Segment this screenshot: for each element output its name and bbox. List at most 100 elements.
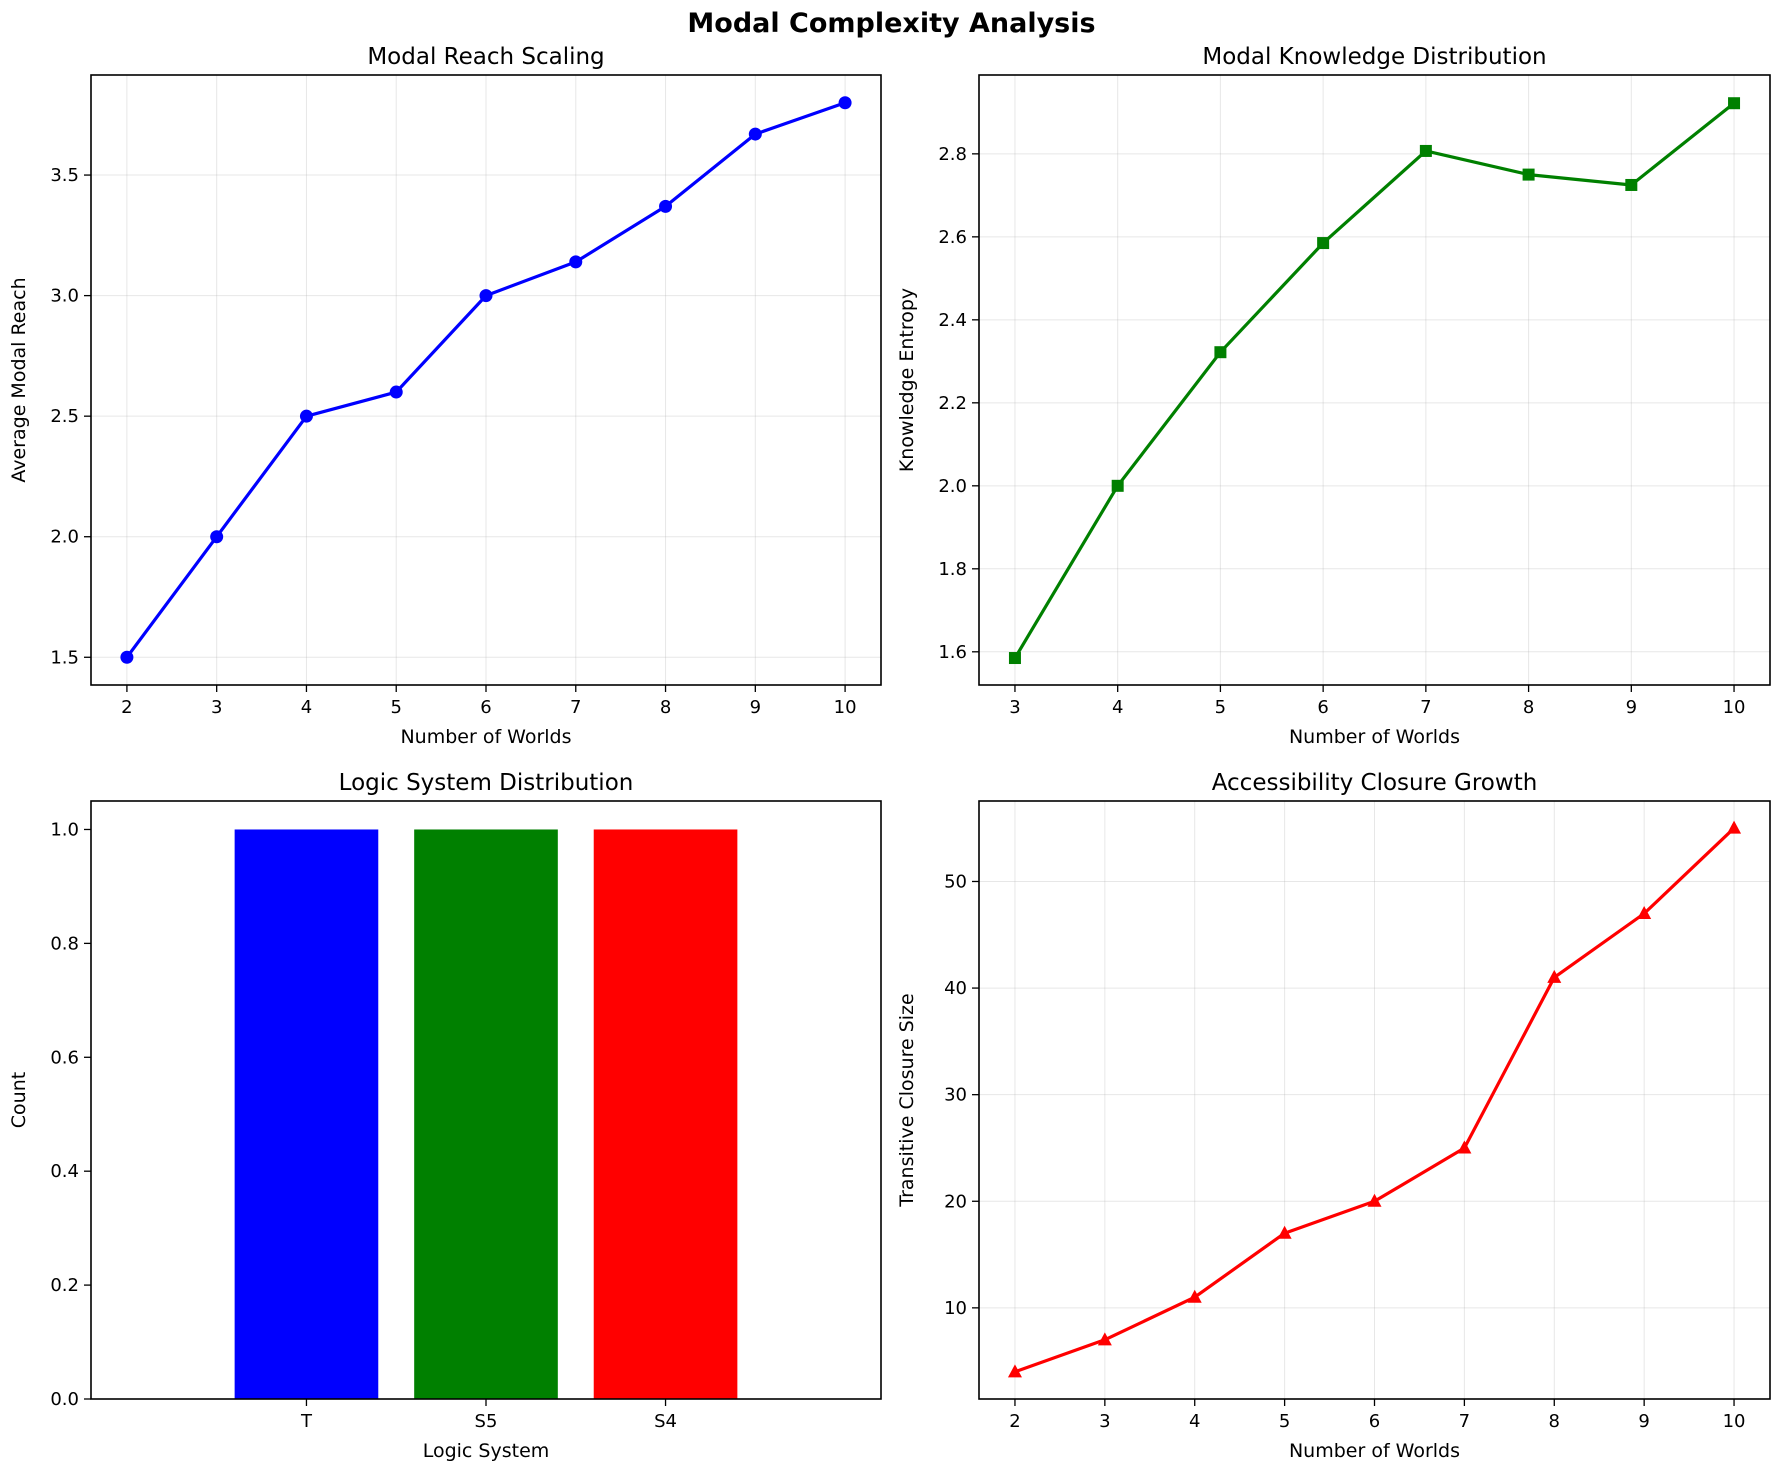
bar-S4 (593, 829, 738, 1399)
x-tick-label: 2 (121, 697, 132, 718)
x-tick-label: 9 (1626, 697, 1637, 718)
x-tick-label: 8 (1523, 697, 1534, 718)
x-tick-label: 4 (1112, 697, 1123, 718)
y-tick-label: 0.0 (50, 1389, 79, 1410)
y-tick-label: 2.5 (50, 406, 79, 427)
x-axis-label: Logic System (423, 1440, 550, 1462)
x-tick-label: 7 (570, 697, 581, 718)
data-point (1111, 479, 1124, 492)
x-tick-label: 3 (1099, 1411, 1110, 1432)
data-point (1317, 237, 1330, 250)
y-tick-label: 1.6 (938, 642, 967, 663)
y-tick-label: 2.8 (938, 144, 967, 165)
y-tick-label: 1.8 (938, 559, 967, 580)
x-tick-label: 3 (211, 697, 222, 718)
subplot-closure: 2 3 4 5 6 7 8 9 10 10 20 30 40 50 Accessibility Closur… (896, 770, 1771, 1462)
y-tick-label: 40 (944, 978, 967, 999)
subplot-logic: T S5 S4 0.0 0.2 0.4 0.6 0.8 1.0 Logic System Dist… (8, 770, 882, 1462)
x-tick-label: 5 (1279, 1411, 1290, 1432)
x-tick-label: 10 (1723, 697, 1746, 718)
data-point (1728, 97, 1741, 110)
subplot-title: Accessibility Closure Growth (1212, 770, 1538, 796)
data-point (1367, 1193, 1382, 1207)
x-tick-label: S4 (654, 1411, 677, 1432)
y-tick-label: 10 (944, 1298, 967, 1319)
x-axis-label: Number of Worlds (400, 726, 571, 748)
subplot-title: Logic System Distribution (339, 770, 634, 796)
y-tick-label: 2.0 (50, 527, 79, 548)
data-point (1277, 1225, 1292, 1239)
data-point (1625, 178, 1638, 191)
data-point (1522, 168, 1535, 181)
x-axis-label: Number of Worlds (1289, 1440, 1460, 1462)
x-tick-label: T (300, 1411, 313, 1432)
data-point (569, 255, 583, 269)
y-axis-label: Knowledge Entropy (896, 288, 918, 472)
y-axis-label: Transitive Closure Size (896, 993, 918, 1207)
data-point (1187, 1289, 1202, 1303)
data-point (1457, 1140, 1472, 1154)
y-tick-label: 3.5 (50, 165, 79, 186)
data-point (299, 409, 313, 423)
bar-T (234, 829, 379, 1399)
x-tick-label: 2 (1009, 1411, 1020, 1432)
y-axis-label: Average Modal Reach (8, 277, 30, 482)
x-tick-label: 9 (750, 697, 761, 718)
x-tick-label: 6 (480, 697, 491, 718)
data-point (1547, 969, 1562, 983)
y-tick-label: 2.2 (938, 393, 967, 414)
subplot-knowledge: 3 4 5 6 7 8 9 10 1.6 1.8 2.0 2.2 2.4 2.6 2.8 Modal Know… (896, 44, 1771, 748)
x-tick-label: 5 (1215, 697, 1226, 718)
y-tick-label: 0.8 (50, 933, 79, 954)
x-tick-label: 8 (660, 697, 671, 718)
series-line (1013, 101, 1735, 659)
y-tick-label: 30 (944, 1085, 967, 1106)
data-point (1008, 652, 1021, 665)
x-tick-label: 8 (1549, 1411, 1560, 1432)
data-point (748, 127, 762, 141)
axes-frame (978, 74, 1771, 686)
x-tick-label: 7 (1420, 697, 1431, 718)
data-point (120, 650, 134, 664)
x-tick-label: 4 (301, 697, 312, 718)
x-tick-label: 7 (1459, 1411, 1470, 1432)
data-point (210, 530, 224, 544)
x-axis-label: Number of Worlds (1289, 726, 1460, 748)
y-tick-label: 2.0 (938, 476, 967, 497)
x-tick-label: 6 (1369, 1411, 1380, 1432)
x-tick-label: S5 (475, 1411, 498, 1432)
subplot-title: Modal Knowledge Distribution (1202, 44, 1546, 70)
y-tick-label: 2.6 (938, 227, 967, 248)
figure-title: Modal Complexity Analysis (687, 8, 1096, 39)
y-tick-label: 0.6 (50, 1047, 79, 1068)
y-tick-label: 0.2 (50, 1275, 79, 1296)
data-point (838, 96, 852, 110)
x-tick-label: 5 (391, 697, 402, 718)
x-tick-label: 10 (834, 697, 857, 718)
data-point (389, 385, 403, 399)
y-tick-label: 1.0 (50, 819, 79, 840)
data-point (479, 289, 493, 303)
x-tick-label: 10 (1723, 1411, 1746, 1432)
y-tick-label: 0.4 (50, 1161, 79, 1182)
y-tick-label: 50 (944, 871, 967, 892)
subplot-title: Modal Reach Scaling (367, 44, 604, 70)
data-point (1007, 1364, 1022, 1378)
subplot-reach: 2 3 4 5 6 7 8 9 10 1.5 2.0 2.5 3.0 3.5 Modal Reach Sca… (8, 44, 882, 748)
y-tick-label: 1.5 (50, 647, 79, 668)
data-point (1214, 346, 1227, 359)
x-tick-label: 3 (1009, 697, 1020, 718)
y-tick-label: 2.4 (938, 310, 967, 331)
x-tick-label: 9 (1638, 1411, 1649, 1432)
data-point (1727, 820, 1742, 834)
data-point (1097, 1332, 1112, 1346)
y-tick-label: 20 (944, 1191, 967, 1212)
y-tick-label: 3.0 (50, 286, 79, 307)
data-point (659, 199, 673, 213)
x-tick-label: 4 (1189, 1411, 1200, 1432)
data-point (1637, 905, 1652, 919)
y-axis-label: Count (8, 1072, 30, 1128)
bar-S5 (414, 829, 558, 1399)
x-tick-label: 6 (1317, 697, 1328, 718)
